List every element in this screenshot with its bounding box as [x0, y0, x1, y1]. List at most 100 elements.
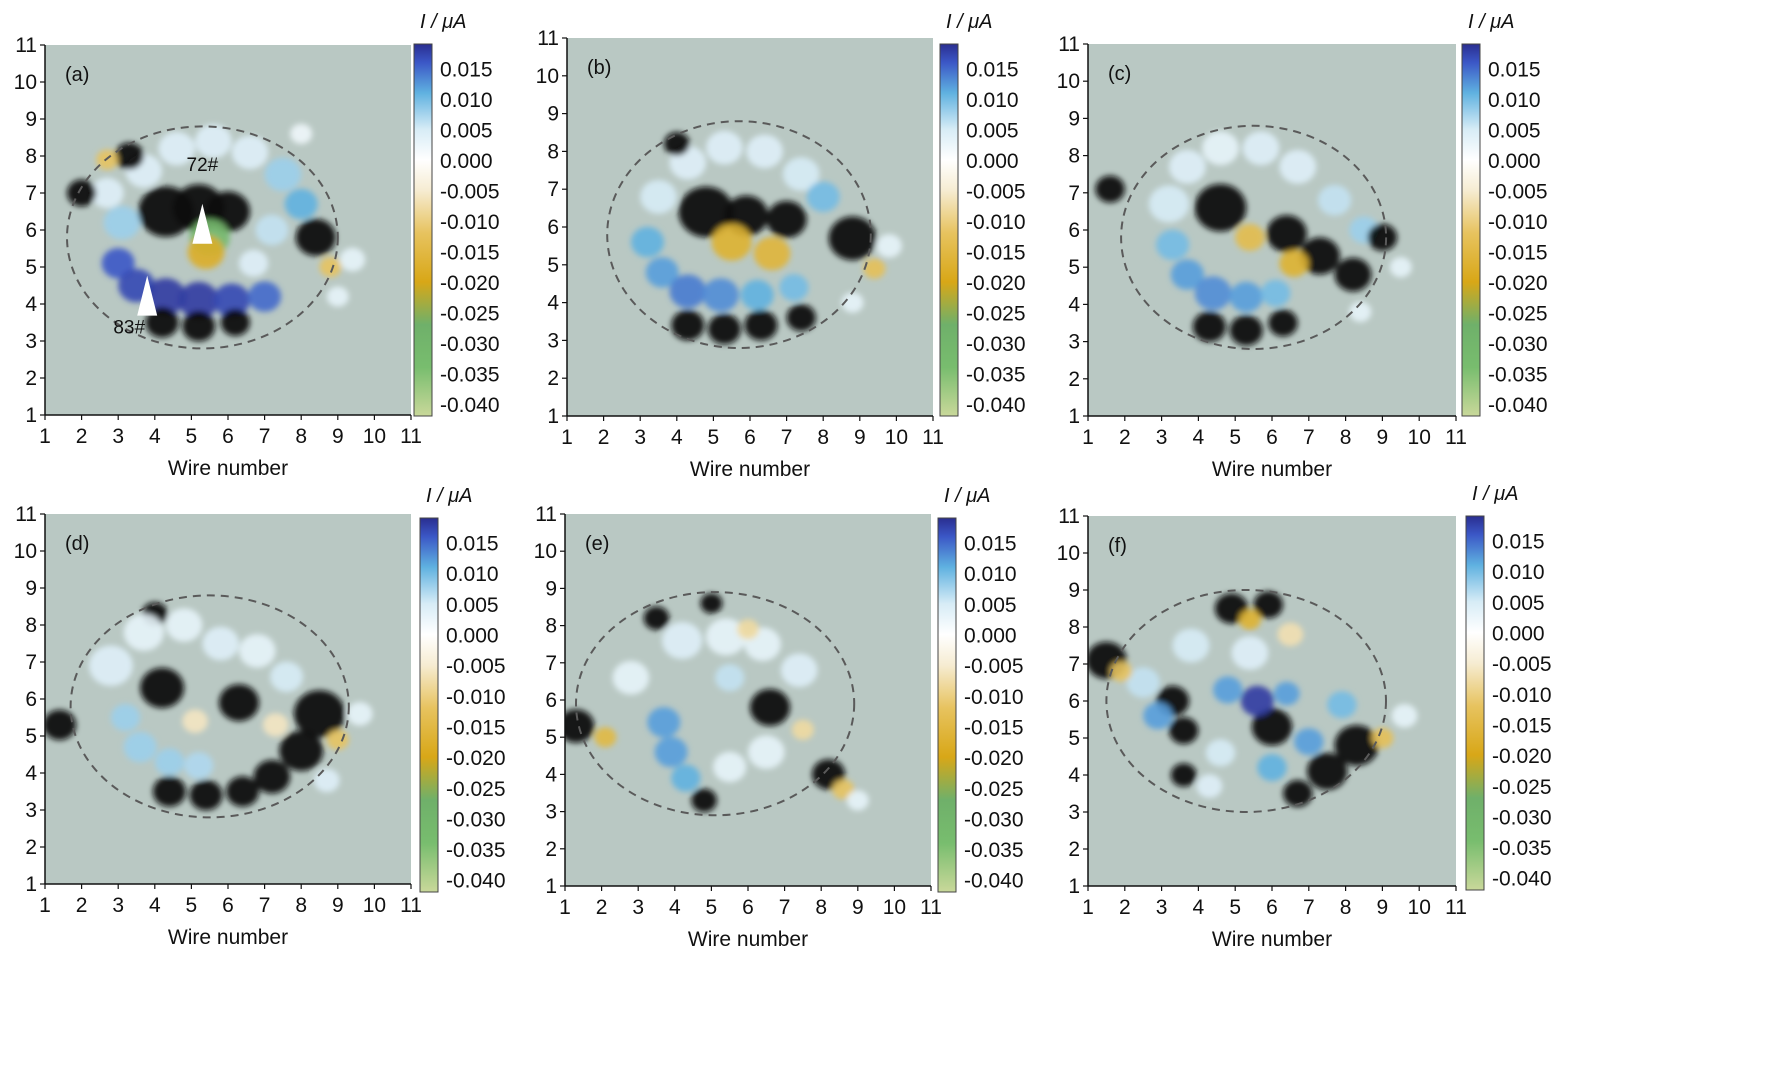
- heatmap-cell: [1170, 763, 1197, 787]
- heatmap-cell: [713, 751, 747, 783]
- colorbar-tick-label: -0.005: [966, 180, 1026, 203]
- y-tick-label: 1: [1068, 405, 1080, 428]
- heatmap-cell: [1170, 259, 1204, 290]
- colorbar-tick-label: 0.005: [1488, 119, 1541, 142]
- x-axis-label: Wire number: [1212, 458, 1332, 481]
- colorbar-tick-label: -0.040: [440, 394, 500, 417]
- heatmap-cell: [314, 768, 340, 793]
- y-tick-label: 7: [1068, 653, 1080, 676]
- y-tick-label: 8: [25, 145, 37, 168]
- colorbar-tick-label: -0.015: [966, 241, 1026, 264]
- x-tick-label: 3: [112, 894, 124, 917]
- colorbar-tick-label: -0.025: [966, 302, 1026, 325]
- heatmap-cell: [828, 216, 877, 261]
- heatmap-cell: [832, 779, 855, 800]
- x-tick-label: 7: [1303, 426, 1315, 449]
- heatmap-cell: [876, 234, 902, 258]
- heatmap-cell: [612, 660, 650, 695]
- heatmap-cell: [669, 274, 707, 309]
- colorbar-tick-label: -0.010: [966, 211, 1026, 234]
- y-tick-label: 8: [547, 140, 559, 163]
- x-tick-label: 10: [885, 426, 908, 449]
- heatmap-cell: [178, 281, 219, 319]
- colorbar-tick-label: 0.010: [1492, 561, 1545, 584]
- heatmap-cell: [90, 177, 124, 209]
- x-tick-label: 4: [149, 425, 161, 448]
- colorbar-tick-label: -0.010: [446, 686, 506, 709]
- heatmap-cell: [248, 281, 282, 312]
- y-tick-label: 3: [547, 329, 559, 352]
- colorbar-tick-label: -0.030: [440, 333, 500, 356]
- x-tick-label: 1: [1082, 426, 1094, 449]
- x-tick-label: 5: [1229, 426, 1241, 449]
- plot-area: [565, 514, 931, 886]
- colorbar-tick-label: 0.005: [1492, 592, 1545, 615]
- x-tick-label: 3: [632, 896, 644, 919]
- heatmap-cell: [1294, 728, 1324, 756]
- x-tick-label: 2: [76, 894, 88, 917]
- heatmap-cell: [88, 645, 133, 686]
- colorbar-tick-label: -0.010: [1492, 684, 1552, 707]
- y-tick-label: 11: [1058, 505, 1080, 528]
- heatmap-cell: [270, 661, 304, 692]
- x-tick-label: 10: [363, 425, 386, 448]
- colorbar-tick-label: -0.030: [964, 808, 1024, 831]
- colorbar-tick-label: -0.020: [446, 747, 506, 770]
- heatmap-cell: [740, 279, 774, 311]
- x-tick-label: 7: [1303, 896, 1315, 919]
- heatmap-cell: [1196, 774, 1223, 798]
- heatmap-cell: [1194, 276, 1232, 311]
- heatmap-cell: [1205, 739, 1236, 767]
- colorbar-tick-label: -0.015: [964, 717, 1024, 740]
- heatmap-cell: [1349, 301, 1372, 322]
- heatmap-cell: [1299, 237, 1341, 275]
- colorbar-tick-label: -0.040: [1488, 394, 1548, 417]
- heatmap-cell: [1235, 223, 1265, 251]
- heatmap-cell: [691, 788, 717, 813]
- colorbar-tick-label: -0.030: [1492, 806, 1552, 829]
- x-tick-label: 1: [39, 894, 51, 917]
- y-tick-label: 1: [547, 405, 559, 428]
- heatmap-cell: [1367, 223, 1398, 251]
- colorbar-tick-label: -0.015: [1492, 715, 1552, 738]
- y-tick-label: 9: [545, 577, 557, 600]
- heatmap-cell: [779, 274, 809, 301]
- heatmap-cell: [202, 626, 239, 661]
- colorbar-tick-label: -0.035: [1488, 363, 1548, 386]
- arrow-marker: [137, 275, 158, 316]
- y-tick-label: 11: [1058, 33, 1080, 56]
- colorbar-unit-label: I / μA: [426, 485, 473, 507]
- colorbar-tick-label: -0.030: [1488, 333, 1548, 356]
- heatmap-cell: [326, 729, 349, 750]
- heatmap-cell: [184, 752, 214, 780]
- x-tick-label: 11: [920, 896, 942, 919]
- heatmap-cell: [1229, 315, 1263, 346]
- y-tick-label: 1: [25, 404, 37, 427]
- x-tick-label: 11: [400, 425, 422, 448]
- colorbar-unit-label: I / μA: [944, 485, 991, 507]
- colorbar-tick-label: 0.010: [966, 89, 1019, 112]
- colorbar-tick-label: -0.020: [964, 747, 1024, 770]
- heatmap-cell: [226, 776, 260, 807]
- x-tick-label: 5: [186, 894, 198, 917]
- y-tick-label: 10: [1057, 542, 1080, 565]
- heatmap-cell: [662, 622, 703, 659]
- heatmap-cell: [326, 286, 349, 307]
- heatmap-cell: [664, 132, 690, 156]
- heatmap-cell: [1268, 309, 1298, 337]
- heatmap-cell: [700, 593, 723, 614]
- heatmap-cell: [1251, 708, 1293, 746]
- heatmap-cell: [253, 759, 291, 794]
- x-tick-label: 4: [1193, 426, 1205, 449]
- heatmap-cell: [182, 709, 208, 733]
- heatmap-cell: [347, 702, 373, 726]
- heatmap-cell: [1279, 149, 1317, 184]
- colorbar-tick-label: 0.010: [446, 563, 499, 586]
- heatmap-cell: [1172, 628, 1210, 663]
- colorbar-tick-label: 0.005: [964, 594, 1017, 617]
- x-tick-label: 3: [1156, 426, 1168, 449]
- x-tick-label: 8: [1340, 426, 1352, 449]
- heatmap-cell: [1213, 676, 1243, 704]
